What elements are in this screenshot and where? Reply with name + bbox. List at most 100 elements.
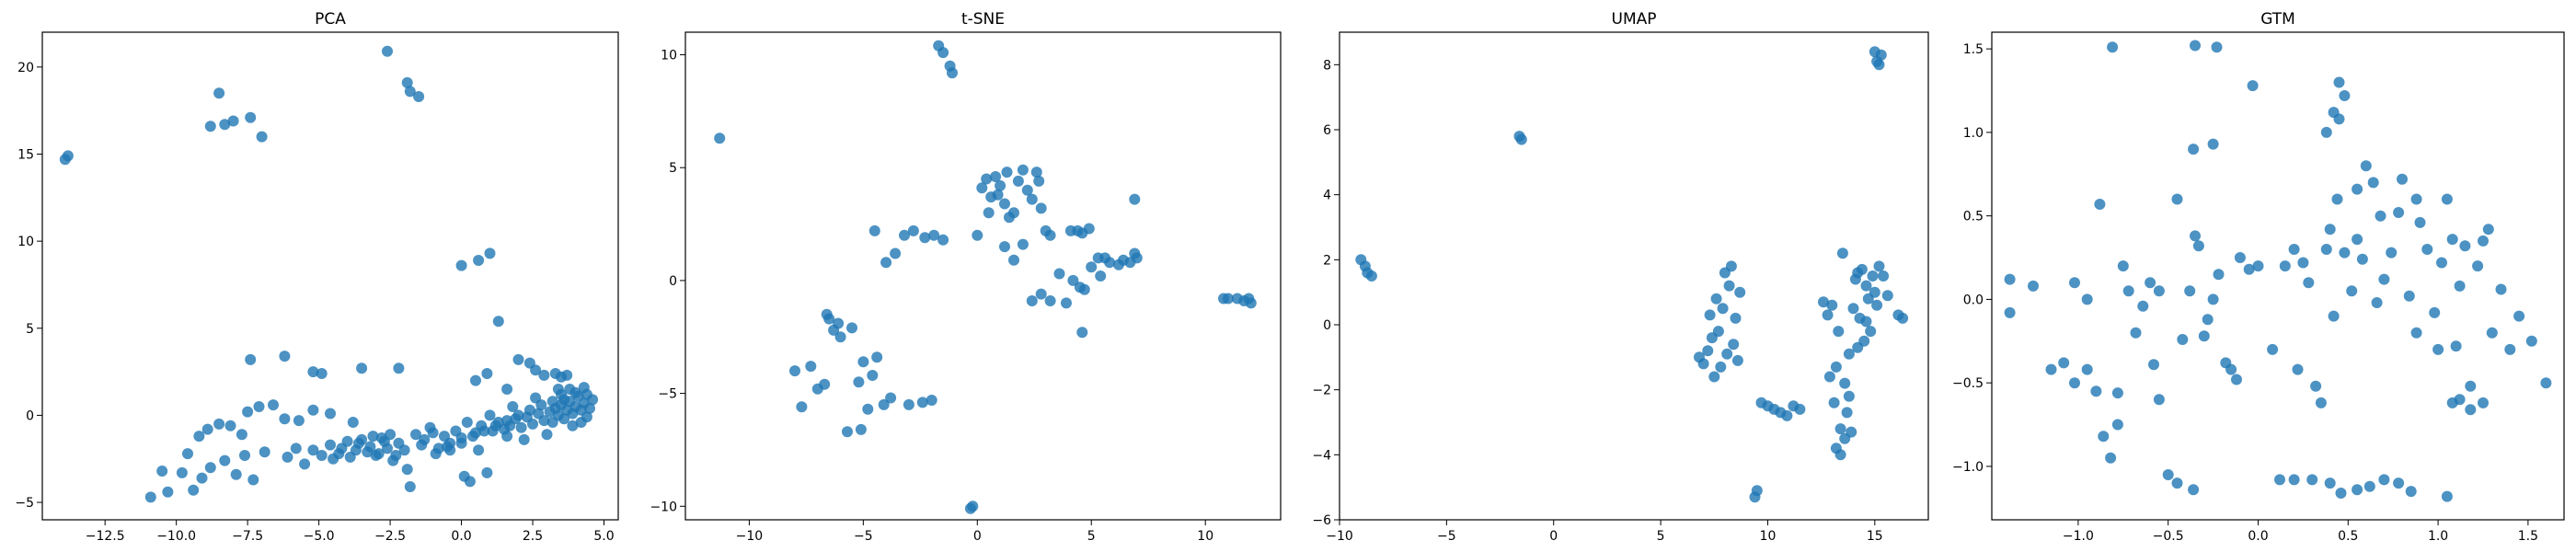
data-point <box>1365 270 1377 282</box>
data-point <box>2090 385 2102 397</box>
data-point <box>558 413 570 425</box>
data-point <box>976 182 988 194</box>
data-point <box>2094 199 2106 210</box>
scatter-points <box>1355 46 1909 503</box>
data-point <box>356 362 368 374</box>
data-point <box>2360 160 2372 172</box>
data-point <box>1012 175 1024 187</box>
y-tick-label: 1.0 <box>1963 126 1984 141</box>
data-point <box>2393 477 2405 489</box>
x-tick-label: −10 <box>736 529 764 544</box>
y-tick-label: −5 <box>658 387 677 402</box>
data-point <box>2375 210 2386 222</box>
data-point <box>253 401 265 412</box>
y-tick-label: 15 <box>17 148 34 163</box>
data-point <box>2211 41 2223 53</box>
data-point <box>546 396 558 408</box>
data-point <box>290 443 302 454</box>
scatter-points <box>2004 40 2552 502</box>
data-point <box>1129 193 1141 205</box>
data-point <box>2105 452 2117 464</box>
scatter-points <box>59 45 599 503</box>
data-point <box>2310 380 2322 392</box>
data-point <box>1086 261 1098 273</box>
x-tick-label: 0.5 <box>2338 529 2358 544</box>
data-point <box>2288 474 2300 486</box>
data-point <box>242 406 254 418</box>
data-point <box>316 450 328 461</box>
data-point <box>2356 253 2368 265</box>
data-point <box>430 448 442 460</box>
x-tick-label: −10 <box>1326 529 1353 544</box>
data-point <box>2153 394 2165 406</box>
data-point <box>819 378 831 390</box>
data-point <box>846 322 857 334</box>
x-tick-label: 5 <box>1657 529 1665 544</box>
data-point <box>2122 285 2134 297</box>
data-point <box>293 415 305 427</box>
chart-panel-3: −1.0 −0.5 0.0 0.5 1.0 1.5 −1.0 −0.5 0.0 0.5 1.0 1.5… <box>1952 10 2565 544</box>
data-point <box>2188 484 2200 496</box>
data-point <box>1026 193 1038 205</box>
data-point <box>855 423 867 435</box>
data-point <box>328 453 339 465</box>
data-point <box>307 404 319 416</box>
data-point <box>899 229 910 241</box>
data-point <box>1852 341 1864 353</box>
data-point <box>821 308 833 320</box>
data-point <box>530 392 542 404</box>
data-point <box>385 429 397 441</box>
data-point <box>2333 113 2345 125</box>
data-point <box>2190 230 2201 242</box>
data-point <box>455 259 467 271</box>
data-point <box>796 401 808 413</box>
data-point <box>2367 177 2379 189</box>
data-point <box>2339 90 2351 101</box>
data-point <box>2386 247 2398 259</box>
data-point <box>2525 335 2537 347</box>
data-point <box>1721 348 1733 360</box>
data-point <box>219 454 231 466</box>
data-point <box>1131 252 1143 264</box>
data-point <box>2482 224 2494 236</box>
data-point <box>1730 312 1742 324</box>
data-point <box>1728 339 1740 351</box>
data-point <box>1095 270 1107 282</box>
data-point <box>245 353 257 365</box>
data-point <box>878 398 890 410</box>
data-point <box>2107 41 2119 53</box>
data-point <box>1061 297 1072 309</box>
data-point <box>2333 76 2345 88</box>
data-point <box>2098 431 2110 443</box>
data-point <box>2335 488 2347 499</box>
x-tick-label: 1.0 <box>2428 529 2448 544</box>
data-point <box>1223 293 1234 305</box>
data-point <box>484 247 496 259</box>
plot-frame <box>684 31 1282 521</box>
data-point <box>1869 286 1880 298</box>
chart-title: UMAP <box>1612 10 1657 29</box>
data-point <box>2324 477 2336 489</box>
data-point <box>789 365 800 377</box>
data-point <box>1044 295 1056 306</box>
data-point <box>567 420 579 431</box>
data-point <box>541 429 553 441</box>
data-point <box>2192 240 2204 252</box>
data-point <box>972 229 983 241</box>
data-point <box>538 415 550 427</box>
data-point <box>2432 343 2444 355</box>
plot-frame <box>41 31 619 521</box>
data-point <box>2478 235 2489 247</box>
data-point <box>2069 377 2080 389</box>
data-point <box>268 399 279 411</box>
data-point <box>2405 486 2417 498</box>
data-point <box>404 86 416 98</box>
data-point <box>2306 474 2318 486</box>
data-point <box>2231 374 2242 385</box>
data-point <box>1715 361 1727 373</box>
data-point <box>162 486 174 498</box>
data-point <box>353 437 364 449</box>
data-point <box>2504 343 2516 355</box>
y-tick-label: 10 <box>661 49 677 63</box>
data-point <box>2324 224 2336 236</box>
